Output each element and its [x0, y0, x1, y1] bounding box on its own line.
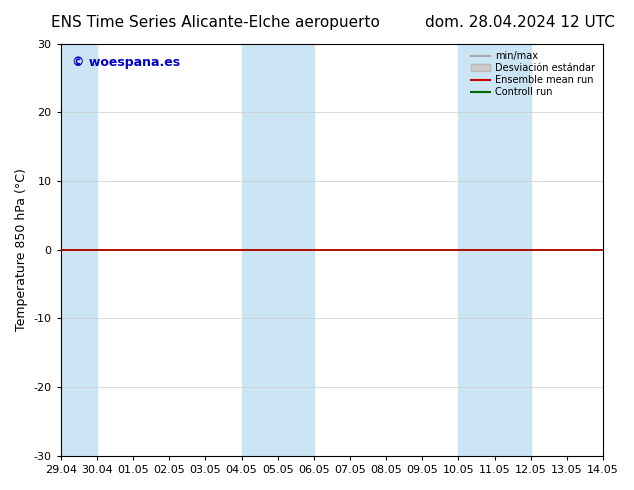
- Y-axis label: Temperature 850 hPa (°C): Temperature 850 hPa (°C): [15, 168, 28, 331]
- Bar: [458, 44, 531, 456]
- Text: dom. 28.04.2024 12 UTC: dom. 28.04.2024 12 UTC: [425, 15, 615, 30]
- Text: ENS Time Series Alicante-Elche aeropuerto: ENS Time Series Alicante-Elche aeropuert…: [51, 15, 380, 30]
- Legend: min/max, Desviación estándar, Ensemble mean run, Controll run: min/max, Desviación estándar, Ensemble m…: [468, 49, 598, 100]
- Bar: [61, 44, 97, 456]
- Text: © woespana.es: © woespana.es: [72, 56, 179, 69]
- Bar: [242, 44, 314, 456]
